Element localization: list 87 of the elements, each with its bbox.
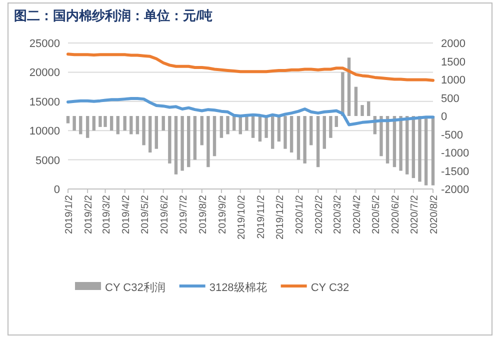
bar	[310, 116, 313, 146]
y-tick-label: 0	[54, 184, 60, 196]
bar	[66, 116, 70, 124]
y2-tick-label: -1500	[441, 166, 470, 178]
x-tick-label: 2020/1/2	[294, 194, 306, 234]
x-tick-label: 2020/7/2	[409, 194, 420, 234]
bar	[116, 116, 120, 134]
bar	[329, 116, 332, 138]
bar	[431, 116, 435, 186]
bar	[193, 116, 197, 160]
bar	[142, 116, 146, 146]
legend-label: 3128级棉花	[209, 281, 267, 294]
bar	[123, 116, 126, 131]
bar	[110, 116, 114, 131]
bar	[86, 116, 90, 138]
x-tick-label: 2019/11/2	[256, 194, 267, 239]
bar	[334, 116, 338, 127]
bar	[354, 86, 358, 116]
y2-tick-label: 500	[441, 92, 460, 105]
x-tick-label: 2020/4/2	[352, 194, 363, 234]
bar	[418, 116, 422, 182]
y-tick-label: 20000	[29, 67, 60, 80]
x-tick-label: 2019/1/2	[64, 194, 75, 234]
bar	[303, 116, 306, 164]
bar	[168, 116, 172, 164]
bar	[212, 116, 216, 156]
bar	[136, 116, 140, 134]
legend-label: CY C32	[310, 282, 350, 294]
bar	[284, 116, 287, 149]
x-tick-label: 2019/6/2	[159, 194, 170, 234]
bar	[251, 116, 255, 138]
x-tick-label: 2020/2/2	[314, 194, 326, 234]
y2-tick-label: -2000	[441, 184, 470, 196]
bar	[264, 116, 268, 138]
bar	[360, 105, 364, 116]
y-tick-label: 5000	[36, 154, 60, 167]
x-tick-label: 2020/8/2	[429, 194, 440, 234]
y-tick-label: 25000	[29, 38, 60, 50]
bar	[341, 72, 344, 116]
y2-tick-label: 1500	[441, 56, 466, 68]
x-tick-label: 2020/5/2	[370, 194, 382, 234]
bar	[366, 101, 370, 116]
x-tick-label: 2019/12/2	[274, 194, 286, 240]
x-tick-label: 2019/10/2	[236, 194, 248, 240]
bar	[226, 116, 230, 134]
bar	[130, 116, 133, 134]
bar	[322, 116, 326, 149]
bar	[148, 116, 152, 152]
y2-tick-label: 2000	[441, 38, 466, 50]
bar	[296, 116, 300, 160]
chart-title: 图二：国内棉纱利润：单位：元/吨	[14, 8, 213, 23]
x-tick-label: 2019/7/2	[178, 194, 190, 234]
bar	[399, 116, 402, 171]
bar	[79, 116, 82, 134]
x-tick-label: 2019/9/2	[217, 194, 228, 234]
bar	[200, 116, 204, 146]
legend-label: CY C32利润	[105, 281, 166, 294]
bar	[162, 116, 165, 131]
bar	[174, 116, 178, 174]
line-series	[66, 96, 434, 126]
x-tick-label: 2020/3/2	[332, 194, 344, 234]
x-tick-label: 2020/6/2	[390, 194, 402, 234]
x-tick-label: 2019/4/2	[120, 194, 132, 234]
x-tick-label: 2019/8/2	[198, 194, 209, 234]
bar	[187, 116, 190, 168]
y2-tick-label: -500	[441, 129, 464, 142]
y2-tick-label: 0	[441, 111, 448, 123]
bar	[316, 116, 320, 168]
bar	[220, 116, 224, 138]
y2-tick-label: -1000	[441, 148, 470, 160]
bar	[154, 116, 158, 149]
x-tick-label: 2019/2/2	[84, 194, 95, 234]
y-tick-label: 10000	[29, 126, 60, 138]
bar	[245, 116, 248, 131]
bar	[290, 116, 294, 152]
line-series	[66, 52, 434, 82]
bar	[206, 116, 210, 168]
x-tick-label: 2019/5/2	[140, 194, 151, 234]
x-tick-label: 2019/3/2	[101, 194, 112, 234]
y-tick-label: 15000	[29, 96, 60, 108]
bar	[380, 116, 383, 156]
bar	[258, 116, 262, 142]
bar	[92, 116, 96, 131]
bar	[180, 116, 184, 171]
bar	[72, 116, 76, 131]
y2-tick-label: 1000	[441, 74, 466, 86]
bar	[271, 116, 274, 149]
